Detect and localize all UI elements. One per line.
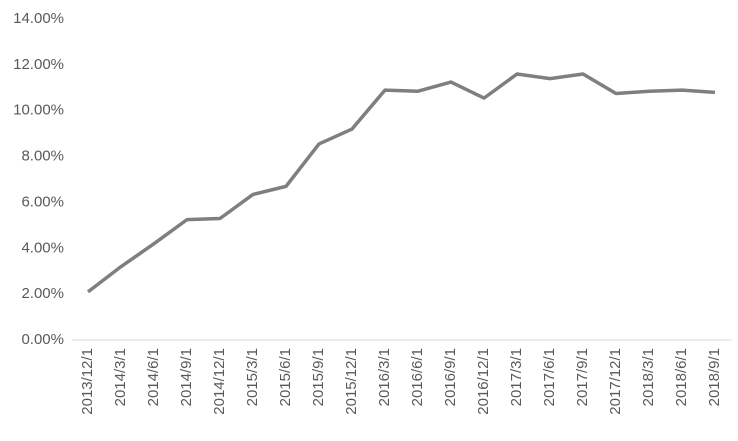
x-tick-label: 2014/9/1 bbox=[178, 348, 195, 406]
x-tick-label: 2015/12/1 bbox=[343, 348, 360, 415]
x-tick-label: 2016/9/1 bbox=[442, 348, 459, 406]
x-tick-label: 2014/12/1 bbox=[211, 348, 228, 415]
y-tick-label: 6.00% bbox=[21, 193, 64, 210]
x-tick-label: 2015/3/1 bbox=[244, 348, 261, 406]
x-tick-label: 2015/9/1 bbox=[310, 348, 327, 406]
x-tick-label: 2018/3/1 bbox=[640, 348, 657, 406]
x-tick-label: 2014/3/1 bbox=[112, 348, 129, 406]
y-tick-label: 0.00% bbox=[21, 331, 64, 348]
x-tick-label: 2018/6/1 bbox=[673, 348, 690, 406]
x-tick-label: 2016/6/1 bbox=[409, 348, 426, 406]
x-tick-label: 2016/12/1 bbox=[475, 348, 492, 415]
line bbox=[86, 72, 716, 294]
x-tick-label: 2016/3/1 bbox=[376, 348, 393, 406]
x-tick-label: 2017/6/1 bbox=[541, 348, 558, 406]
x-tick-label: 2017/9/1 bbox=[574, 348, 591, 406]
x-tick-label: 2017/12/1 bbox=[607, 348, 624, 415]
y-tick-label: 2.00% bbox=[21, 285, 64, 302]
x-tick-label: 2017/3/1 bbox=[508, 348, 525, 406]
y-tick-label: 4.00% bbox=[21, 239, 64, 256]
y-tick-label: 8.00% bbox=[21, 148, 64, 165]
y-tick-label: 12.00% bbox=[13, 56, 64, 73]
y-tick-label: 10.00% bbox=[13, 102, 64, 119]
y-tick-label: 14.00% bbox=[13, 10, 64, 27]
x-tick-label: 2014/6/1 bbox=[145, 348, 162, 406]
x-tick-label: 2013/12/1 bbox=[79, 348, 96, 415]
x-tick-label: 2018/9/1 bbox=[706, 348, 723, 406]
x-tick-label: 2015/6/1 bbox=[277, 348, 294, 406]
